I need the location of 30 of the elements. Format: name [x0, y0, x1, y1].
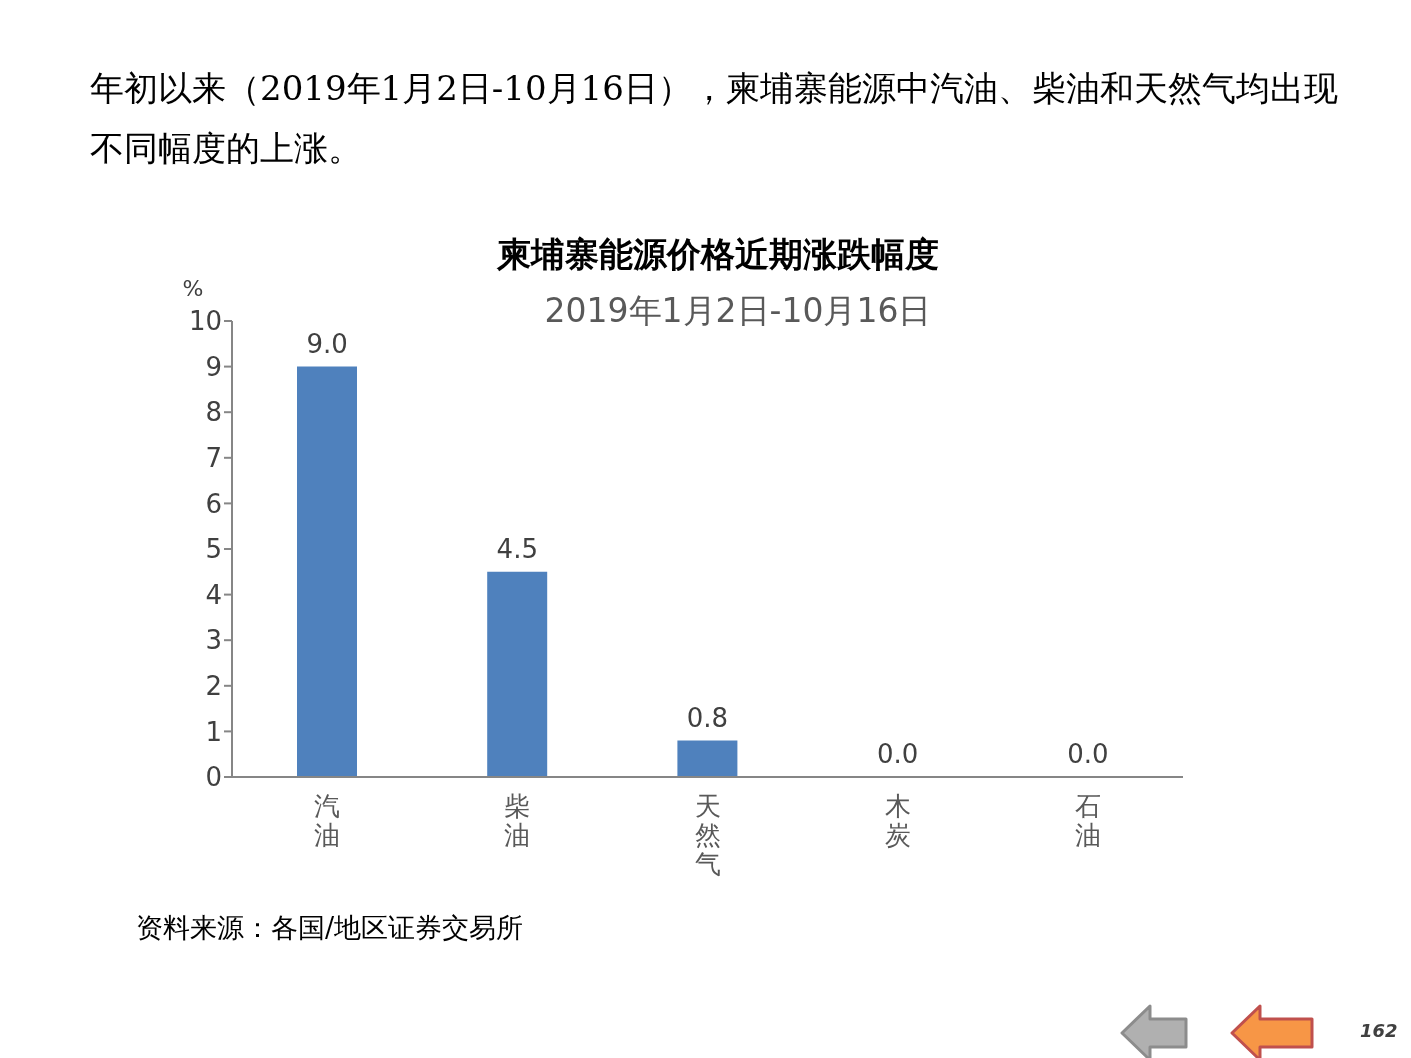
x-tick-label: 汽油	[314, 791, 341, 850]
data-label: 0.0	[877, 739, 919, 769]
x-tick-label: 石油	[1074, 791, 1101, 850]
x-tick-label: 天然气	[694, 791, 721, 879]
y-tick-label: 8	[205, 397, 222, 428]
bar	[677, 740, 738, 777]
y-tick-label: 0	[205, 762, 222, 793]
y-tick-label: 3	[205, 625, 222, 656]
y-tick-label: 10	[188, 306, 222, 337]
bar	[297, 366, 357, 777]
y-tick-label: 1	[205, 716, 222, 747]
data-label: 4.5	[496, 533, 538, 564]
y-tick-label: 5	[205, 534, 222, 565]
x-tick-label: 木炭	[884, 791, 911, 850]
data-label: 9.0	[306, 328, 348, 359]
bar	[487, 571, 548, 777]
text: 年初以来（2019年1月2日-10月16日），柬埔寨能源中汽油、柴油和天然气均出现不同幅度的上涨。	[90, 67, 1339, 170]
data-label: 0.8	[686, 702, 729, 733]
chart-title: 柬埔寨能源价格近期涨跌幅度	[496, 233, 940, 276]
y-tick-label: 6	[205, 488, 222, 519]
y-tick-label: 9	[205, 351, 222, 382]
data-label: 0.0	[1067, 739, 1109, 769]
y-axis-title: %	[181, 276, 205, 301]
text: 资料来源：各国/地区证券交易所	[136, 911, 524, 945]
text: 162	[1360, 1020, 1398, 1041]
x-tick-label: 柴油	[504, 791, 531, 850]
chart-subtitle: 2019年1月2日-10月16日	[543, 290, 933, 332]
y-tick-label: 4	[205, 579, 222, 610]
y-tick-label: 2	[205, 671, 222, 702]
y-tick-label: 7	[205, 443, 222, 474]
